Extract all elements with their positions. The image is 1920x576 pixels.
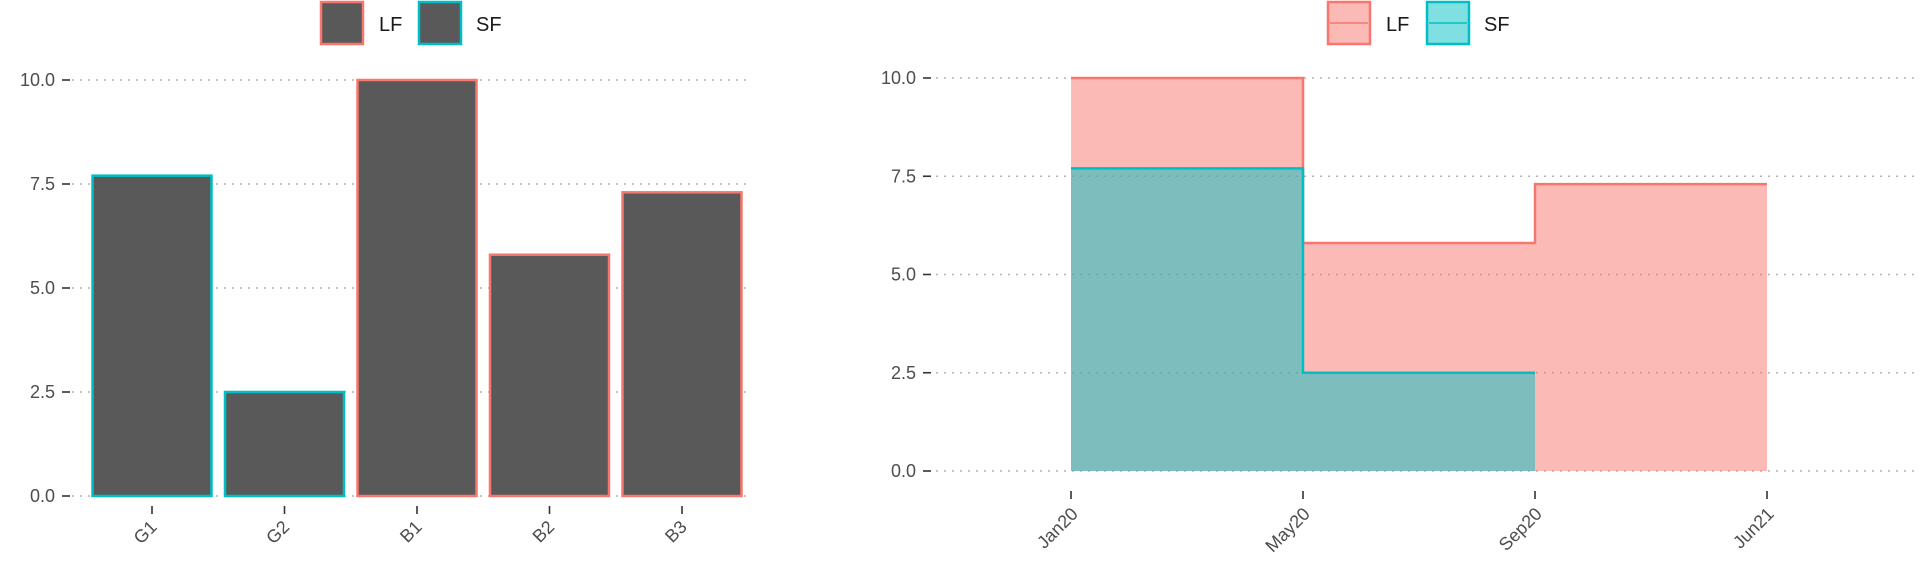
y-tick-label: 10.0 bbox=[881, 68, 916, 88]
step-line-sf bbox=[1071, 167, 1535, 374]
y-tick-label: 5.0 bbox=[30, 278, 55, 298]
x-tick-label: Sep20 bbox=[1495, 504, 1546, 555]
area-x-axis: Jan20 May20 Sep20 Jun21 bbox=[1033, 491, 1778, 556]
area-chart-legend: LF SF bbox=[1326, 0, 1510, 46]
y-tick-label: 0.0 bbox=[30, 486, 55, 506]
x-tick-label: Jan20 bbox=[1033, 504, 1082, 553]
y-tick-label: 0.0 bbox=[891, 461, 916, 481]
bar-b3 bbox=[621, 191, 743, 498]
bar-b1 bbox=[356, 78, 478, 498]
x-tick-label: G1 bbox=[130, 517, 161, 548]
bar-g1 bbox=[91, 174, 213, 498]
y-tick-label: 2.5 bbox=[30, 382, 55, 402]
x-tick-label: B1 bbox=[396, 517, 426, 547]
y-tick-label: 7.5 bbox=[891, 166, 916, 186]
bar-y-axis: 0.0 2.5 5.0 7.5 10.0 bbox=[20, 70, 70, 506]
y-tick-label: 7.5 bbox=[30, 174, 55, 194]
legend-key-sf bbox=[417, 0, 463, 46]
bar-series bbox=[91, 78, 743, 498]
x-tick-label: B2 bbox=[529, 517, 559, 547]
bar-x-axis: G1 G2 B1 B2 B3 bbox=[130, 506, 691, 548]
legend-key-lf bbox=[319, 0, 365, 46]
legend-label-sf: SF bbox=[1484, 14, 1510, 36]
x-tick-label: Jun21 bbox=[1729, 504, 1778, 553]
legend-label-lf: LF bbox=[379, 14, 402, 36]
bar-g2 bbox=[223, 390, 346, 498]
bar-chart-panel: LF SF 0.0 2.5 5.0 7.5 10.0 G1 G2 B1 B2 B3 bbox=[0, 0, 760, 576]
bar-chart-legend: LF SF bbox=[319, 0, 502, 46]
y-tick-label: 2.5 bbox=[891, 363, 916, 383]
bar-chart: LF SF 0.0 2.5 5.0 7.5 10.0 G1 G2 B1 B2 B3 bbox=[20, 0, 752, 548]
y-tick-label: 10.0 bbox=[20, 70, 55, 90]
step-area-chart-panel: LF SF 0.0 2.5 5.0 7.5 10.0 Jan20 May20 Sep20 Ju… bbox=[860, 0, 1920, 576]
x-tick-label: B3 bbox=[661, 517, 691, 547]
x-tick-label: G2 bbox=[262, 517, 293, 548]
bar-b2 bbox=[488, 253, 611, 498]
legend-label-lf: LF bbox=[1386, 14, 1409, 36]
area-series bbox=[1071, 76, 1767, 471]
y-tick-label: 5.0 bbox=[891, 265, 916, 285]
step-line-lf bbox=[1071, 76, 1767, 245]
legend-label-sf: SF bbox=[476, 14, 502, 36]
x-tick-label: May20 bbox=[1261, 504, 1313, 556]
step-area-chart: LF SF 0.0 2.5 5.0 7.5 10.0 Jan20 May20 Sep20 Ju… bbox=[881, 0, 1915, 556]
area-y-axis: 0.0 2.5 5.0 7.5 10.0 bbox=[881, 68, 931, 481]
